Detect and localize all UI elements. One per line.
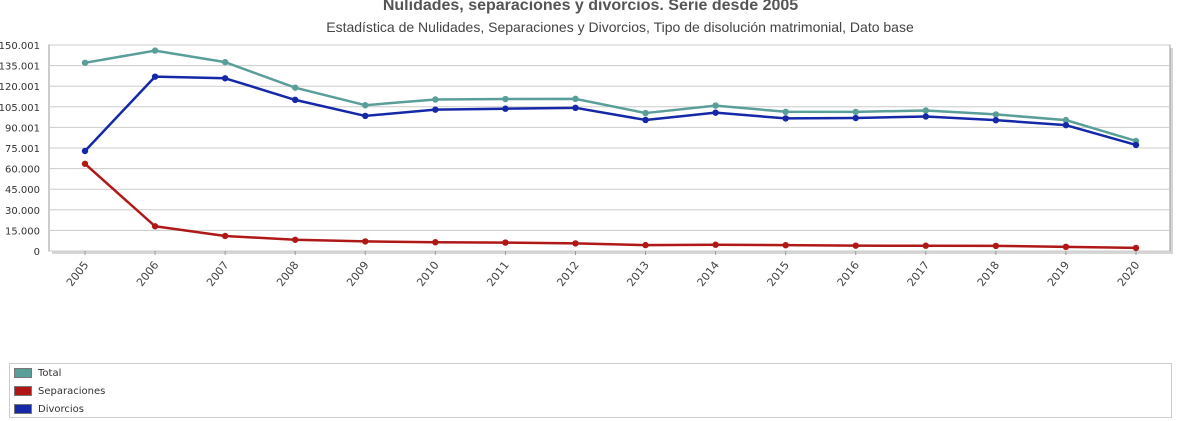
data-point-divorcios — [502, 105, 509, 112]
data-point-divorcios — [572, 104, 579, 112]
data-point-divorcios — [992, 116, 1000, 124]
x-tick-label: 2015 — [765, 259, 792, 289]
data-point-divorcios — [642, 116, 649, 124]
data-point-separaciones — [992, 242, 1000, 250]
x-tick-label: 2009 — [344, 259, 371, 289]
y-tick-label: 150.001 — [0, 41, 40, 52]
x-tick-label: 2007 — [204, 259, 231, 289]
x-tick-label: 2005 — [64, 259, 91, 289]
x-tick-label: 2006 — [134, 259, 161, 289]
data-point-divorcios — [221, 75, 229, 82]
series-line-total — [84, 49, 1137, 143]
y-tick-label: 45.000 — [5, 185, 40, 196]
legend-swatch-total — [14, 368, 32, 378]
data-point-separaciones — [292, 236, 299, 243]
legend-label-total: Total — [38, 367, 62, 379]
data-point-divorcios — [292, 96, 299, 104]
legend-swatch-divorcios — [14, 404, 32, 414]
x-tick-label: 2014 — [694, 259, 721, 289]
y-tick-label: 60.000 — [5, 165, 40, 176]
legend-label-divorcios: Divorcios — [38, 403, 85, 415]
data-point-divorcios — [81, 147, 89, 155]
data-point-divorcios — [852, 114, 859, 122]
y-tick-label: 135.001 — [0, 62, 40, 73]
data-point-separaciones — [922, 242, 929, 249]
data-point-total — [712, 102, 719, 109]
y-tick-label: 90.001 — [5, 123, 40, 134]
legend-item-total[interactable]: Total — [14, 366, 61, 380]
legend-item-separaciones[interactable]: Separaciones — [14, 384, 105, 398]
data-point-separaciones — [221, 232, 229, 240]
x-tick-label: 2016 — [835, 259, 862, 289]
data-point-divorcios — [1132, 141, 1140, 149]
data-point-separaciones — [81, 160, 89, 167]
data-point-separaciones — [502, 239, 509, 246]
data-point-separaciones — [362, 238, 369, 245]
data-point-total — [992, 111, 1000, 118]
data-point-total — [362, 101, 369, 109]
x-tick-label: 2012 — [554, 259, 581, 289]
data-point-divorcios — [922, 113, 929, 120]
data-point-total — [782, 108, 789, 116]
data-point-divorcios — [1062, 121, 1070, 129]
data-point-separaciones — [1132, 244, 1140, 252]
x-tick-label: 2017 — [905, 259, 932, 289]
data-point-separaciones — [852, 242, 859, 249]
data-point-total — [572, 95, 579, 103]
data-point-divorcios — [432, 106, 439, 113]
data-point-separaciones — [782, 241, 789, 249]
data-point-total — [432, 96, 439, 103]
series-line-separaciones — [84, 162, 1137, 250]
data-point-total — [642, 109, 649, 117]
data-point-total — [1062, 116, 1070, 124]
y-tick-label: 120.001 — [0, 82, 40, 93]
y-tick-label: 30.000 — [5, 206, 40, 217]
data-point-total — [502, 95, 509, 103]
data-point-separaciones — [151, 223, 159, 230]
data-point-total — [221, 58, 229, 66]
y-tick-label: 105.001 — [0, 103, 40, 114]
x-tick-label: 2008 — [274, 259, 301, 289]
data-point-divorcios — [712, 109, 719, 116]
y-tick-label: 75.001 — [5, 144, 40, 155]
data-point-separaciones — [432, 239, 439, 246]
data-point-separaciones — [1062, 243, 1070, 251]
data-point-separaciones — [712, 241, 719, 248]
legend: Total Separaciones Divorcios — [9, 363, 1172, 418]
data-point-divorcios — [782, 115, 789, 122]
data-point-total — [292, 84, 299, 91]
series-line-divorcios — [84, 75, 1137, 152]
x-tick-label: 2019 — [1045, 259, 1072, 289]
data-point-divorcios — [362, 112, 369, 120]
data-point-total — [852, 108, 859, 116]
data-point-separaciones — [642, 241, 649, 249]
data-point-separaciones — [572, 240, 579, 247]
data-point-total — [922, 107, 929, 114]
y-tick-label: 15.000 — [5, 226, 40, 237]
x-tick-label: 2010 — [414, 259, 441, 289]
legend-label-separaciones: Separaciones — [38, 385, 106, 397]
line-chart: 0 15.000 30.000 45.000 60.000 75.001 90.001 105… — [0, 41, 1173, 289]
legend-swatch-separaciones — [14, 386, 32, 396]
data-point-divorcios — [151, 73, 159, 80]
chart-subtitle: Estadística de Nulidades, Separaciones y… — [326, 19, 914, 35]
x-tick-label: 2018 — [975, 259, 1002, 289]
chart-title: Nulidades, separaciones y divorcios. Ser… — [382, 0, 799, 14]
y-tick-label: 0 — [34, 247, 40, 258]
data-point-total — [151, 47, 159, 54]
x-tick-label: 2020 — [1115, 259, 1142, 289]
data-point-total — [81, 59, 89, 66]
x-tick-label: 2011 — [484, 259, 511, 289]
x-tick-label: 2013 — [624, 259, 651, 289]
legend-item-divorcios[interactable]: Divorcios — [14, 402, 84, 416]
